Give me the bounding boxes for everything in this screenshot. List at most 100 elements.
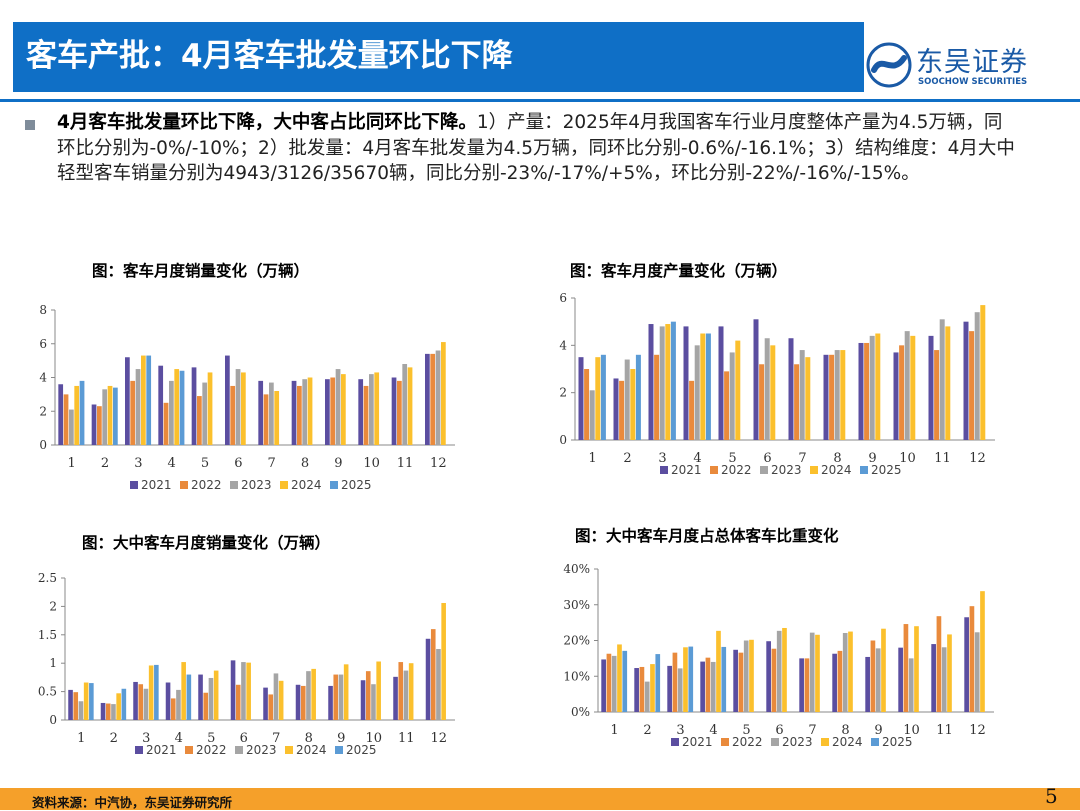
bar-2023-m3 bbox=[143, 688, 149, 720]
y-tick-label: 0% bbox=[571, 705, 590, 719]
x-tick-label: 11 bbox=[934, 451, 951, 466]
bar-2025-m4 bbox=[186, 674, 192, 720]
bar-2024-m4 bbox=[716, 630, 721, 712]
bar-2024-m3 bbox=[141, 355, 146, 445]
bar-2023-m8 bbox=[302, 379, 308, 445]
bar-2025-m3 bbox=[154, 664, 159, 720]
bar-2022-m10 bbox=[363, 385, 369, 445]
bullet-square-icon bbox=[25, 120, 35, 130]
bar-2021-m11 bbox=[931, 644, 936, 712]
bar-2024-m12 bbox=[441, 602, 446, 720]
bar-2021-m8 bbox=[291, 380, 297, 445]
legend-label-2022: 2022 bbox=[721, 463, 752, 477]
x-tick-label: 4 bbox=[709, 723, 717, 738]
x-tick-label: 4 bbox=[693, 451, 701, 466]
x-tick-label: 10 bbox=[903, 723, 920, 738]
bar-2024-m3 bbox=[148, 665, 154, 720]
logo-chinese-name: 东吴证券 bbox=[916, 47, 1028, 78]
x-tick-label: 4 bbox=[168, 456, 176, 471]
x-tick-label: 12 bbox=[969, 723, 986, 738]
bar-2022-m5 bbox=[738, 652, 744, 712]
bar-2021-m4 bbox=[165, 682, 171, 720]
y-tick-label: 0 bbox=[49, 713, 57, 727]
legend-swatch-2024 bbox=[280, 481, 288, 489]
x-tick-label: 2 bbox=[101, 456, 109, 471]
bar-2025-m2 bbox=[635, 354, 641, 440]
bar-2023-m2 bbox=[102, 389, 108, 445]
bar-2021-m1 bbox=[578, 357, 584, 440]
bar-2024-m3 bbox=[683, 647, 688, 712]
chart-title-production: 图：客车月度产量变化（万辆） bbox=[570, 262, 788, 280]
y-tick-label: 20% bbox=[563, 634, 590, 648]
bar-2022-m8 bbox=[297, 385, 302, 445]
bar-2023-m11 bbox=[939, 319, 945, 440]
summary-lead: 4月客车批发量环比下降，大中客占比同环比下降。 bbox=[57, 112, 477, 133]
bar-2022-m1 bbox=[63, 394, 69, 445]
bar-2021-m3 bbox=[667, 665, 672, 712]
bar-2024-m9 bbox=[343, 664, 349, 720]
legend-label-2024: 2024 bbox=[832, 735, 863, 749]
footer-source: 资料来源：中汽协，东吴证券研究所 bbox=[32, 795, 233, 810]
bar-2021-m9 bbox=[328, 685, 333, 720]
bar-2025-m3 bbox=[670, 321, 676, 440]
bar-2022-m7 bbox=[804, 658, 810, 712]
bar-2022-m8 bbox=[837, 650, 843, 712]
brand-logo: 东吴证券 SOOCHOW SECURITIES bbox=[866, 40, 1066, 90]
x-tick-label: 7 bbox=[798, 451, 806, 466]
bar-2021-m9 bbox=[858, 342, 864, 440]
bar-2021-m9 bbox=[325, 379, 330, 445]
bar-2024-m4 bbox=[700, 333, 706, 440]
legend-label-2025: 2025 bbox=[882, 735, 913, 749]
bar-2024-m8 bbox=[307, 377, 313, 445]
bar-2025-m3 bbox=[688, 646, 694, 712]
y-tick-label: 2 bbox=[559, 386, 567, 400]
y-tick-label: 4 bbox=[39, 371, 47, 385]
bar-2025-m3 bbox=[146, 355, 152, 445]
bar-2024-m9 bbox=[875, 333, 881, 440]
bar-2023-m10 bbox=[369, 374, 374, 445]
bar-2022-m4 bbox=[705, 657, 711, 712]
x-tick-label: 12 bbox=[430, 456, 447, 471]
legend-swatch-2023 bbox=[760, 466, 768, 474]
bar-2025-m1 bbox=[89, 683, 94, 720]
bar-2022-m9 bbox=[333, 674, 339, 720]
legend-label-2021: 2021 bbox=[146, 743, 177, 757]
legend-swatch-2025 bbox=[860, 466, 868, 474]
bar-2021-m10 bbox=[893, 352, 899, 440]
logo-english-name: SOOCHOW SECURITIES bbox=[918, 77, 1028, 87]
bar-2023-m3 bbox=[677, 668, 683, 712]
x-tick-label: 6 bbox=[775, 723, 783, 738]
bar-2024-m10 bbox=[910, 335, 916, 440]
x-tick-label: 8 bbox=[833, 451, 841, 466]
legend-label-2023: 2023 bbox=[782, 735, 813, 749]
x-tick-label: 10 bbox=[365, 731, 382, 746]
x-tick-label: 1 bbox=[610, 723, 618, 738]
bar-2022-m11 bbox=[397, 380, 402, 445]
bar-2023-m8 bbox=[842, 632, 848, 712]
legend-swatch-2023 bbox=[235, 746, 243, 754]
bar-2023-m12 bbox=[974, 312, 980, 440]
legend-label-2025: 2025 bbox=[346, 743, 377, 757]
legend-label-2024: 2024 bbox=[821, 463, 852, 477]
bar-2024-m6 bbox=[241, 372, 246, 445]
bar-2024-m11 bbox=[947, 634, 952, 712]
legend-swatch-2021 bbox=[130, 481, 138, 489]
page-number: 5 bbox=[1045, 784, 1058, 808]
title-bar bbox=[13, 22, 864, 92]
bar-2024-m7 bbox=[274, 391, 280, 445]
bar-2022-m11 bbox=[398, 662, 404, 720]
bar-2023-m12 bbox=[974, 632, 980, 712]
bar-2021-m6 bbox=[753, 319, 759, 440]
y-tick-label: 6 bbox=[559, 291, 567, 305]
x-tick-label: 3 bbox=[142, 731, 150, 746]
x-tick-label: 11 bbox=[398, 731, 415, 746]
bar-2021-m8 bbox=[832, 653, 837, 712]
bar-2022-m7 bbox=[268, 694, 274, 720]
bar-2024-m11 bbox=[408, 663, 414, 720]
x-tick-label: 4 bbox=[175, 731, 183, 746]
bar-2024-m2 bbox=[116, 693, 121, 720]
bar-2024-m6 bbox=[246, 662, 251, 720]
bar-2022-m12 bbox=[430, 629, 436, 720]
